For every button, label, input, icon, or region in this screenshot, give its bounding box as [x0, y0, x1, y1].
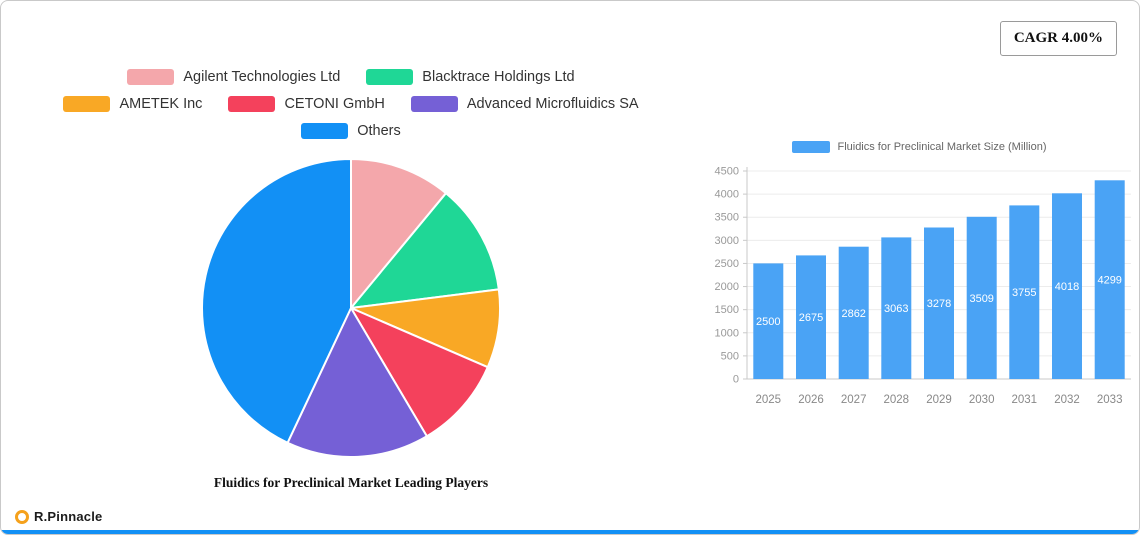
- pie-slice: [350, 158, 447, 309]
- bar-value-label: 4299: [1097, 275, 1121, 287]
- y-axis-label: 0: [733, 374, 739, 386]
- bar-value-label: 3063: [884, 303, 908, 315]
- x-axis-label: 2031: [1012, 394, 1038, 406]
- pie-slice: [286, 307, 428, 458]
- legend-label: Blacktrace Holdings Ltd: [422, 69, 575, 85]
- legend-row: Agilent Technologies Ltd Blacktrace Holdi…: [127, 69, 575, 85]
- bar: [966, 216, 997, 379]
- x-axis-label: 2030: [969, 394, 995, 406]
- y-axis-label: 3000: [715, 235, 739, 247]
- bar-legend: Fluidics for Preclinical Market Size (Mi…: [701, 141, 1138, 153]
- x-axis-label: 2027: [841, 394, 867, 406]
- legend-item: Advanced Microfluidics SA: [410, 96, 639, 112]
- legend-swatch: [228, 96, 276, 112]
- legend-swatch: [301, 123, 349, 139]
- pie-chart-section: Agilent Technologies Ltd Blacktrace Holdi…: [1, 69, 701, 491]
- y-axis-label: 1000: [715, 327, 739, 339]
- pie-slice: [350, 307, 489, 438]
- legend-swatch: [366, 69, 414, 85]
- bar-value-label: 3755: [1012, 287, 1036, 299]
- legend-label: Others: [357, 123, 401, 139]
- y-axis-label: 4000: [715, 189, 739, 201]
- pie-chart-title: Fluidics for Preclinical Market Leading …: [213, 475, 489, 490]
- bar: [1009, 205, 1040, 379]
- bar-value-label: 3278: [927, 298, 951, 310]
- legend-label: Advanced Microfluidics SA: [466, 96, 639, 112]
- bar: [753, 263, 784, 379]
- y-axis-label: 500: [721, 350, 739, 362]
- brand-icon: [15, 509, 29, 524]
- x-axis-label: 2033: [1097, 394, 1123, 406]
- bar-chart-section: Fluidics for Preclinical Market Size (Mi…: [701, 141, 1138, 420]
- legend-row: AMETEK Inc CETONI GmbH Advanced Microfluid…: [63, 96, 639, 112]
- legend-item: Blacktrace Holdings Ltd: [366, 69, 575, 85]
- bar: [838, 246, 869, 379]
- legend-label: AMETEK Inc: [119, 96, 203, 112]
- bar-value-label: 4018: [1055, 281, 1079, 293]
- bar: [796, 255, 826, 379]
- bar-chart: 0 500 1000 1500 2000 2500 3000 3500 4000 4500 2500…: [715, 166, 1131, 406]
- legend-item: CETONI GmbH: [228, 96, 385, 112]
- legend-swatch: [410, 96, 458, 112]
- pie-legend: Agilent Technologies Ltd Blacktrace Holdi…: [1, 69, 701, 139]
- y-axis-label: 2500: [715, 258, 739, 270]
- x-axis-label: 2028: [884, 394, 910, 406]
- y-axis-label: 3500: [715, 212, 739, 224]
- brand-logo: R.Pinnacle: [15, 509, 102, 524]
- bar: [881, 237, 912, 379]
- pie-slice: [350, 192, 500, 309]
- bottom-accent-bar: [1, 530, 1139, 534]
- legend-label: CETONI GmbH: [284, 96, 385, 112]
- x-axis-label: 2026: [798, 394, 824, 406]
- pie-wrap: [1, 155, 701, 461]
- x-axis-label: 2032: [1054, 394, 1080, 406]
- bar: [1052, 193, 1082, 379]
- brand-label: R.Pinnacle: [34, 509, 103, 524]
- legend-label: Agilent Technologies Ltd: [183, 69, 341, 85]
- x-axis-label: 2029: [926, 394, 952, 406]
- bar-legend-label: Fluidics for Preclinical Market Size (Mi…: [837, 141, 1047, 153]
- y-axis-label: 4500: [715, 166, 739, 178]
- legend-swatch: [127, 69, 175, 85]
- bar: [1094, 180, 1125, 379]
- legend-swatch: [63, 96, 111, 112]
- bar-value-label: 2500: [756, 316, 780, 328]
- y-axis-label: 2000: [715, 281, 739, 293]
- bar-legend-swatch: [792, 141, 831, 153]
- bar-value-label: 2675: [799, 312, 823, 324]
- pie-slice: [201, 158, 352, 444]
- bar: [924, 227, 954, 379]
- cagr-badge: CAGR 4.00%: [999, 21, 1117, 56]
- bar-value-label: 3509: [969, 293, 993, 305]
- legend-row: Others: [301, 123, 401, 139]
- legend-item: Agilent Technologies Ltd: [127, 69, 340, 85]
- y-axis-label: 1500: [715, 304, 739, 316]
- legend-item: Others: [301, 123, 401, 139]
- pie-chart: [201, 158, 501, 458]
- bar-value-label: 2862: [841, 308, 865, 320]
- x-axis-label: 2025: [756, 394, 782, 406]
- legend-item: AMETEK Inc: [63, 96, 202, 112]
